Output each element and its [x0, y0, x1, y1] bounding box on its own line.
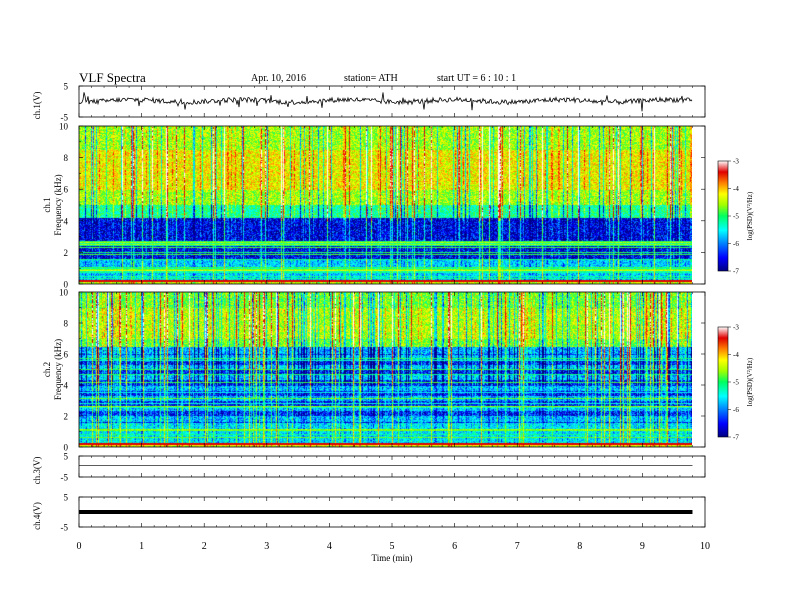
- colorbar-tick-label: -3: [733, 324, 739, 332]
- x-tick-label: 0: [77, 541, 82, 552]
- y-tick-label: -5: [61, 473, 69, 483]
- y-tick-label: 8: [64, 319, 69, 329]
- colorbar: [717, 160, 729, 272]
- y-tick-label: 5: [64, 493, 69, 503]
- y-tick-label: 4: [64, 381, 69, 391]
- y-tick-label: 10: [59, 288, 69, 298]
- date-label: Apr. 10, 2016: [251, 73, 306, 84]
- colorbar-tick-label: -5: [733, 213, 739, 221]
- y-tick-label: 4: [64, 216, 69, 226]
- channel-label: ch.2: [42, 362, 52, 377]
- channel-label: ch.1: [42, 197, 52, 212]
- y-tick-label: -5: [61, 523, 69, 533]
- colorbar-tick-label: -4: [733, 185, 739, 193]
- station-label: station= ATH: [344, 73, 398, 84]
- colorbar-tick-label: -7: [733, 268, 739, 276]
- y-axis-label: ch.4(V): [32, 502, 42, 530]
- y-tick-label: 6: [64, 185, 69, 195]
- colorbar-label: log(PSD)(V²/Hz): [746, 357, 754, 406]
- y-tick-label: 2: [64, 248, 69, 258]
- colorbar-tick-label: -5: [733, 379, 739, 387]
- panels-layer: [78, 92, 693, 514]
- x-tick-label: 5: [390, 541, 395, 552]
- y-tick-label: 2: [64, 412, 69, 422]
- plot-title: VLF Spectra: [79, 70, 146, 85]
- start-ut-label: start UT = 6 : 10 : 1: [437, 73, 517, 84]
- y-tick-label: 0: [64, 280, 69, 290]
- colorbar-tick-label: -6: [733, 406, 739, 414]
- y-tick-label: 10: [59, 122, 69, 132]
- x-tick-label: 7: [515, 541, 520, 552]
- y-tick-label: -5: [61, 113, 69, 123]
- x-tick-label: 3: [264, 541, 269, 552]
- colorbar-tick-label: -3: [733, 158, 739, 166]
- spectrogram-image-ch1: [79, 126, 692, 284]
- x-tick-label: 9: [640, 541, 645, 552]
- y-axis-label: Frequency (kHz): [53, 174, 63, 235]
- colorbar: [717, 326, 729, 438]
- y-tick-label: 8: [64, 153, 69, 163]
- colorbar-tick-label: -7: [733, 434, 739, 442]
- y-tick-label: 0: [64, 443, 69, 453]
- x-tick-label: 4: [327, 541, 332, 552]
- colorbar-label: log(PSD)(V²/Hz): [746, 191, 754, 240]
- x-tick-label: 10: [700, 541, 710, 552]
- x-tick-label: 6: [452, 541, 457, 552]
- colorbar-tick-label: -4: [733, 351, 739, 359]
- spectrogram-image-ch2: [79, 292, 692, 447]
- x-tick-label: 8: [577, 541, 582, 552]
- y-axis-label: ch.1(V): [32, 92, 42, 120]
- y-axis-label: Frequency (kHz): [53, 339, 63, 400]
- colorbar-tick-label: -6: [733, 240, 739, 248]
- x-axis-label: Time (min): [372, 553, 413, 563]
- y-tick-label: 6: [64, 350, 69, 360]
- y-tick-label: 5: [64, 82, 69, 92]
- x-tick-label: 1: [139, 541, 144, 552]
- y-tick-label: 5: [64, 452, 69, 462]
- y-axis-label: ch.3(V): [32, 457, 42, 485]
- waveform-trace-ch1: [78, 92, 693, 112]
- x-tick-label: 2: [202, 541, 207, 552]
